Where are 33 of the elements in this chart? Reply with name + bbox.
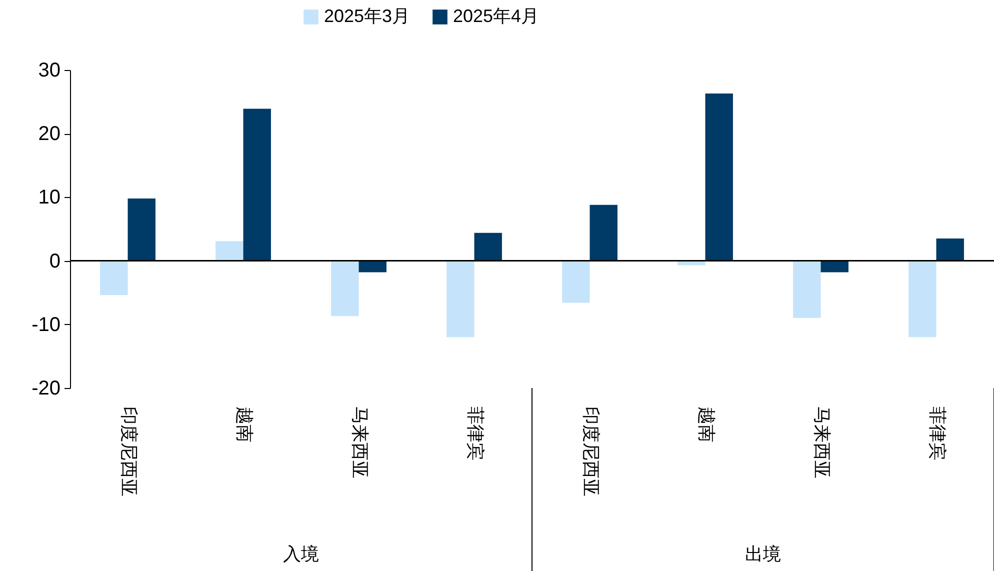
x-tick-label: 越南 xyxy=(234,406,254,442)
bar xyxy=(705,94,733,261)
bar xyxy=(908,260,936,338)
y-tick-label: -20 xyxy=(32,378,60,400)
y-tick-label: 0 xyxy=(49,250,60,272)
bar xyxy=(820,260,848,272)
y-tick-label: -10 xyxy=(32,314,60,336)
bar xyxy=(793,260,821,318)
bar xyxy=(100,260,128,296)
x-tick-label: 菲律宾 xyxy=(927,406,948,460)
bar xyxy=(243,108,271,261)
bar xyxy=(562,260,590,303)
x-tick-label: 马来西亚 xyxy=(812,406,832,478)
bar xyxy=(474,232,502,261)
bar xyxy=(446,260,474,338)
bar xyxy=(216,241,244,261)
bar xyxy=(590,204,618,261)
text: 入境 xyxy=(283,544,319,564)
legend-label: 2025年3月 xyxy=(324,6,410,26)
y-tick-label: 20 xyxy=(38,123,60,146)
bar xyxy=(936,238,964,261)
y-tick-label: 30 xyxy=(38,60,60,82)
x-tick-label: 印度尼西亚 xyxy=(580,406,601,496)
x-tick-label: 越南 xyxy=(696,406,716,442)
bar xyxy=(331,260,359,316)
y-tick-label: 10 xyxy=(38,186,60,209)
bar xyxy=(128,198,156,261)
bar xyxy=(358,260,386,272)
text: 出境 xyxy=(745,544,781,564)
x-tick-label: 马来西亚 xyxy=(350,406,370,478)
legend-label: 2025年4月 xyxy=(453,6,540,26)
x-tick-label: 菲律宾 xyxy=(465,406,486,460)
x-tick-label: 印度尼西亚 xyxy=(118,406,139,496)
